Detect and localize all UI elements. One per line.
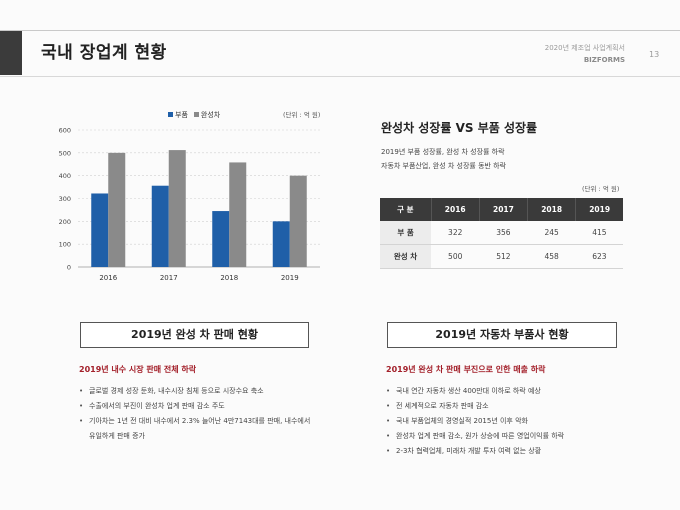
table-row: 부 품 322 356 245 415: [380, 221, 623, 245]
table-header-cell: 2017: [479, 198, 529, 221]
chart-unit-label: (단위 : 억 원): [283, 111, 321, 119]
y-tick-label: 300: [59, 195, 71, 203]
x-tick-label: 2017: [160, 274, 178, 282]
table-cell: 356: [479, 221, 528, 245]
table-cell: 500: [431, 244, 480, 269]
legend-swatch-vehicles: [193, 112, 199, 117]
x-tick-label: 2016: [99, 274, 117, 282]
header-subtitle-block: 2020년 제조업 사업계획서 BIZFORMS: [545, 42, 625, 66]
legend-swatch-parts: [168, 112, 173, 117]
x-tick-label: 2019: [281, 274, 299, 282]
table-header-cell: 2016: [431, 198, 480, 221]
bar-parts: [212, 211, 230, 267]
chart-legend: 부품 완성차: [168, 110, 220, 120]
table-cell: 322: [431, 221, 480, 245]
list-item: 글로벌 경제 성장 둔화, 내수시장 침체 등으로 시장수요 축소: [79, 384, 314, 399]
legend-item-parts: 부품: [168, 110, 188, 120]
page-title: 국내 장업계 현황: [41, 43, 167, 63]
y-tick-label: 500: [59, 149, 71, 157]
table-row: 완성 차 500 512 458 623: [380, 244, 623, 269]
list-item: 전 세계적으로 자동차 판매 감소: [386, 399, 636, 414]
brand-label: BIZFORMS: [583, 56, 625, 64]
table-header-cell: 2018: [527, 198, 577, 221]
x-tick-label: 2018: [220, 274, 238, 282]
y-tick-label: 600: [59, 127, 71, 135]
list-item: 수출에서의 부진이 완성차 업계 판매 감소 주도: [79, 399, 314, 414]
title-accent-bar: [0, 31, 22, 75]
bar-chart: 0 100 200 300 400 500 600 2016 2017 2018 2019: [59, 127, 320, 282]
comparison-desc-line1: 2019년 부품 성장률, 완성 차 성장률 하락: [381, 148, 505, 156]
table-row-label: 완성 차: [380, 244, 432, 269]
table-cell: 623: [575, 244, 623, 269]
legend-item-vehicles: 완성차: [193, 110, 221, 120]
y-tick-label: 0: [67, 264, 71, 272]
left-section-bullets: 글로벌 경제 성장 둔화, 내수시장 침체 등으로 시장수요 축소 수출에서의 …: [79, 384, 314, 444]
table-row-label: 부 품: [380, 221, 432, 245]
bar-vehicles: [108, 152, 126, 267]
legend-label-vehicles: 완성차: [200, 111, 221, 119]
left-section-heading: 2019년 내수 시장 판매 전체 하락: [79, 365, 197, 374]
table-cell: 415: [575, 221, 623, 245]
header-subtitle: 2020년 제조업 사업계획서: [544, 44, 625, 52]
table-cell: 458: [527, 244, 576, 269]
bar-vehicles: [229, 162, 247, 267]
table-header-cell: 구 분: [380, 198, 432, 221]
right-section-bullets: 국내 연간 자동차 생산 400만대 이하로 하락 예상 전 세계적으로 자동차…: [386, 384, 636, 459]
table-cell: 512: [479, 244, 528, 269]
y-tick-label: 400: [59, 172, 71, 180]
list-item: 국내 연간 자동차 생산 400만대 이하로 하락 예상: [386, 384, 636, 399]
header-bottom-rule: [0, 76, 680, 77]
right-section-heading: 2019년 완성 차 판매 부진으로 인한 매출 하락: [386, 365, 546, 374]
bar-vehicles: [289, 175, 307, 267]
right-section-title-box: 2019년 자동차 부품사 현황: [387, 322, 617, 348]
bar-vehicles: [168, 150, 186, 267]
y-tick-label: 100: [59, 241, 71, 249]
page-number: 13: [649, 50, 660, 59]
header-top-rule: [0, 30, 680, 31]
list-item: 국내 부품업체의 경영실적 2015년 이후 악화: [386, 414, 636, 429]
table-cell: 245: [527, 221, 576, 245]
list-item: 2-3차 협력업체, 미래차 개발 투자 여력 없는 상황: [386, 444, 636, 459]
y-tick-label: 200: [59, 218, 71, 226]
legend-label-parts: 부품: [175, 111, 188, 119]
bar-parts: [151, 185, 169, 267]
bar-parts: [91, 193, 109, 267]
growth-table: 구 분 2016 2017 2018 2019 부 품 322 356 245 …: [380, 198, 623, 269]
bar-parts: [272, 221, 290, 267]
comparison-description: 2019년 부품 성장률, 완성 차 성장률 하락 자동차 부품산업, 완성 차…: [381, 145, 506, 173]
comparison-desc-line2: 자동차 부품산업, 완성 차 성장률 동반 하락: [381, 162, 507, 170]
table-unit-label: (단위 : 억 원): [582, 185, 620, 193]
comparison-title: 완성차 성장률 VS 부품 성장률: [381, 121, 538, 135]
list-item: 완성차 업계 판매 감소, 원가 상승에 따른 영업이익률 하락: [386, 429, 636, 444]
table-header-row: 구 분 2016 2017 2018 2019: [380, 198, 623, 221]
list-item: 기아차는 1년 전 대비 내수에서 2.3% 늘어난 4만7143대를 판매, …: [79, 414, 314, 444]
left-section-title-box: 2019년 완성 차 판매 현황: [80, 322, 309, 348]
table-header-cell: 2019: [575, 198, 623, 221]
